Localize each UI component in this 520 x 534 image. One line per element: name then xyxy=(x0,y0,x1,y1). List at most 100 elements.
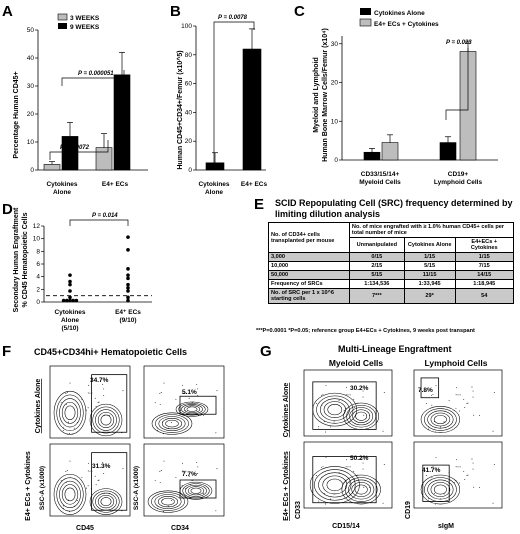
f-plot-3-event xyxy=(65,481,67,483)
g-plot-4-event xyxy=(440,498,442,500)
f-plot-1-event xyxy=(86,409,87,411)
f-plot-3-contour xyxy=(53,473,87,515)
g-plot-1-event xyxy=(318,428,320,430)
f-plot-3-event xyxy=(88,462,90,464)
g-plot-3-event xyxy=(349,466,351,468)
f-plot-3-event xyxy=(87,470,89,472)
g-plot-3-event xyxy=(363,486,365,488)
g-plot-4-event xyxy=(472,468,474,470)
g-plot-3-contour xyxy=(354,484,368,495)
f-plot-2-event xyxy=(191,402,193,404)
f-plot-4-event xyxy=(203,493,205,495)
f-plot-1-event xyxy=(65,393,67,395)
d-ylabel-line1: Secondary Human Engraftment xyxy=(13,207,20,312)
c-bar xyxy=(381,142,399,161)
g-plot-4-contour xyxy=(420,474,461,505)
f-plot-2-event xyxy=(197,414,199,416)
f-plot-4-event xyxy=(215,510,217,512)
panel-d-chart: D Secondary Human Engraftment % CD45 Hem… xyxy=(2,201,152,332)
g-row-1-label: Cytokines Alone xyxy=(283,383,290,438)
f-plot-3-event xyxy=(66,470,68,471)
g-plot-3-event xyxy=(347,466,349,468)
f-plot-1-event xyxy=(94,397,96,399)
panel-c-chart: C Myeloid and Lymphoid Human Bone Marrow… xyxy=(294,3,498,186)
g-plot-2-event xyxy=(472,396,474,398)
c-legend-1: Cytokines Alone xyxy=(374,10,425,17)
f-xaxis-cd45: CD45 xyxy=(76,525,94,532)
g-plot-2-event xyxy=(457,394,459,396)
d-point xyxy=(68,282,72,287)
f-plot-4-contour xyxy=(154,494,182,510)
g-plot-3-event xyxy=(321,476,323,478)
f-plot-4-event xyxy=(156,505,158,507)
g-plot-1-event xyxy=(354,406,356,408)
g-plot-4-event xyxy=(459,466,461,468)
g-plot-1-gate xyxy=(312,381,377,430)
legend-9wk: 9 WEEKS xyxy=(70,24,100,31)
f-plot-4-event xyxy=(159,481,161,483)
f-plot-2-event xyxy=(167,427,169,429)
a-pvalue-1: P = 0.000051 xyxy=(78,71,114,77)
f-plot-2-event xyxy=(160,392,162,393)
g-plot-4-event xyxy=(435,457,437,459)
f-plot-3-event xyxy=(76,500,78,502)
g-plot-2-event xyxy=(479,415,481,416)
f-plot-4-event xyxy=(197,492,199,494)
g-plot-3-contour xyxy=(341,474,381,505)
g-plot-2-event xyxy=(463,399,465,401)
f-plot-3-event xyxy=(103,466,105,468)
d-point xyxy=(126,286,130,290)
a-bar xyxy=(61,136,79,171)
f-plot-2-contour xyxy=(175,401,209,417)
f-plot-4-contour xyxy=(157,496,179,508)
f-plot-4-contour xyxy=(151,492,185,511)
g-plot-2-event xyxy=(440,426,442,428)
table-cell: 3,000 xyxy=(268,252,350,262)
g-plot-3-contour xyxy=(348,479,375,500)
f-row-1-label: Cytokines Alone xyxy=(35,379,42,434)
g-plot-1-event xyxy=(346,387,347,389)
g-plot-3-event xyxy=(325,457,327,459)
table-footnote: ***P=0.0001 *P=0.05; reference group E4+… xyxy=(256,328,475,334)
f-plot-3-event xyxy=(103,473,105,475)
g-plot-2-contour xyxy=(420,406,461,433)
g-pct-2: 7.8% xyxy=(418,387,433,394)
g-yaxis-cd19: CD19 xyxy=(405,501,412,519)
g-plot-4-event xyxy=(456,459,457,461)
g-plot-1-event xyxy=(345,394,347,396)
f-plot-3-event xyxy=(62,507,64,509)
g-plot-2-event xyxy=(471,386,473,388)
f-plot-2-event xyxy=(197,388,199,390)
table-cell: No. of SRC per 1 x 10^6 starting cells xyxy=(268,288,350,304)
g-plot-1-event xyxy=(363,414,365,416)
table-row: 3,000 0/15 1/15 1/15 xyxy=(268,252,514,262)
d-tick-label: 12 xyxy=(33,223,41,230)
f-plot-2-event xyxy=(161,421,163,423)
g-plot-1-event xyxy=(347,394,349,396)
table-cell: 5/15 xyxy=(403,261,456,271)
g-xaxis-cd15: CD15/14 xyxy=(332,523,360,530)
g-plot-2-event xyxy=(493,392,495,394)
table-subheader-2: Cytokines Alone xyxy=(403,237,456,253)
f-plot-3-contour xyxy=(61,484,79,505)
f-row-2-label: E4+ ECs + Cytokines xyxy=(25,451,32,521)
g-plot-3-contour xyxy=(318,472,352,498)
panel-c-ylabel-line2: Human Bone Marrow Cells/Femur (x10⁴) xyxy=(322,28,329,162)
g-plot-3-event xyxy=(369,487,371,488)
b-cat-1-line2: Alone xyxy=(205,189,223,196)
f-plot-4-event xyxy=(156,507,158,509)
f-plot-3-event xyxy=(121,510,123,512)
g-plot-2-event xyxy=(464,406,466,408)
g-plot-3-event xyxy=(315,475,317,477)
b-tick-label: 100 xyxy=(181,23,192,30)
g-plot-3-event xyxy=(382,502,384,504)
g-plot-1-contour xyxy=(316,395,354,424)
a-bar xyxy=(95,147,113,171)
f-plot-4-contour xyxy=(185,484,207,497)
f-plot-1-contour xyxy=(92,406,120,434)
b-tick-label: 60 xyxy=(185,81,193,88)
g-plot-4-event xyxy=(479,487,481,488)
f-plot-4-event xyxy=(189,484,191,486)
f-plot-4-event xyxy=(154,480,156,482)
f-plot-1-event xyxy=(121,432,123,434)
